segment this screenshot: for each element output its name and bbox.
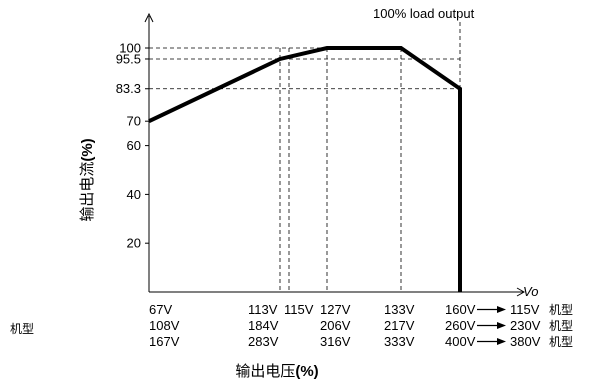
x-voltage-label: 333V — [384, 334, 415, 349]
x-voltage-label: 380V — [510, 334, 541, 349]
x-voltage-label: 283V — [248, 334, 279, 349]
x-axis-title: 输出电压(%) — [235, 362, 318, 380]
x-voltage-label: 206V — [320, 318, 351, 333]
svg-text:输出电压(%): 输出电压(%) — [235, 362, 318, 380]
x-voltage-label: 113V — [248, 302, 278, 317]
x-voltage-label: 115V — [510, 302, 540, 317]
model-label-row-3: 机型 — [549, 335, 573, 349]
x-axis-symbol: Vo — [523, 284, 538, 299]
y-axis-title-text: 输出电流 — [78, 162, 96, 222]
x-voltage-label: 316V — [320, 334, 351, 349]
y-axis-title: 输出电流(%) — [78, 138, 96, 221]
x-axis-arrowhead — [516, 287, 526, 297]
y-axis-title-unit: (%) — [79, 138, 96, 161]
x-voltage-label: 127V — [320, 302, 351, 317]
x-voltage-label: 67V — [149, 302, 172, 317]
y-tick-label: 60 — [127, 138, 141, 153]
y-tick-label: 100 — [119, 41, 141, 56]
axes — [144, 12, 526, 297]
y-axis-arrowhead — [144, 12, 154, 23]
annotation-label: 100% load output — [373, 6, 475, 21]
x-voltage-label: 400V — [445, 334, 476, 349]
y-tick-label: 83.3 — [116, 81, 141, 96]
x-voltage-label: 217V — [384, 318, 415, 333]
derating-curve — [148, 46, 462, 292]
conversion-arrow-head — [497, 322, 506, 329]
x-tick-labels: 67V 113V 115V 127V 133V 160V 115V 108V 184V 206V 2… — [149, 302, 541, 349]
conversion-arrow-head — [497, 306, 506, 313]
y-tick-label: 95.5 — [116, 51, 141, 66]
x-axis-title-text: 输出电压 — [235, 362, 295, 380]
x-voltage-label: 108V — [149, 318, 180, 333]
series-group — [148, 46, 462, 293]
y-tick-label: 40 — [127, 187, 141, 202]
y-tick-label: 20 — [127, 236, 141, 251]
guide-lines — [149, 22, 461, 292]
x-voltage-label: 160V — [445, 302, 476, 317]
x-voltage-label: 260V — [445, 318, 476, 333]
model-label-row-1: 机型 — [549, 303, 573, 317]
conversion-arrow-head — [497, 338, 506, 345]
model-label-row-2: 机型 — [549, 319, 573, 333]
x-axis-title-unit: (%) — [295, 363, 318, 380]
x-voltage-label: 184V — [248, 318, 279, 333]
y-tick-label: 70 — [127, 114, 141, 129]
x-voltage-label: 167V — [149, 334, 180, 349]
x-voltage-label: 133V — [384, 302, 415, 317]
x-voltage-label: 115V — [284, 302, 314, 317]
x-voltage-label: 230V — [510, 318, 541, 333]
svg-text:输出电流(%): 输出电流(%) — [78, 138, 96, 221]
model-label-left: 机型 — [10, 322, 34, 336]
